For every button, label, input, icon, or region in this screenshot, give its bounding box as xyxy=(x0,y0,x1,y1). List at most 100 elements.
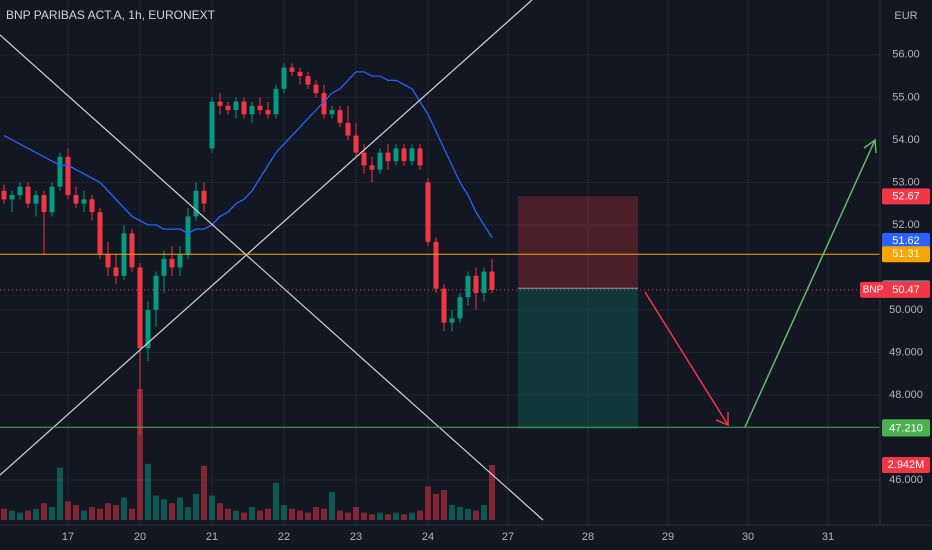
candle-body xyxy=(185,216,191,255)
zones xyxy=(518,196,638,429)
candle-body xyxy=(225,105,231,111)
candle-body xyxy=(217,101,223,106)
candle-body xyxy=(377,152,383,170)
volume-bar xyxy=(473,510,479,520)
candle-body xyxy=(417,148,423,166)
x-tick-label: 30 xyxy=(742,531,754,543)
candle-body xyxy=(265,110,271,115)
price-label: 52.67 xyxy=(892,190,920,202)
candle-body xyxy=(273,88,279,115)
price-label: 51.62 xyxy=(892,235,920,247)
volume-bar xyxy=(337,510,343,520)
candle-body xyxy=(9,195,15,200)
volume-bar xyxy=(401,514,407,520)
candle-body xyxy=(281,67,287,89)
drawings xyxy=(0,0,877,521)
candle-body xyxy=(337,110,343,123)
candle-body xyxy=(25,186,31,204)
candle-body xyxy=(353,135,359,153)
y-tick-label: 55.00 xyxy=(892,91,920,103)
x-tick-label: 24 xyxy=(422,531,434,543)
volume-bar xyxy=(265,508,271,520)
x-tick-label: 17 xyxy=(62,531,74,543)
volume-bar xyxy=(225,508,231,520)
volume-bar xyxy=(105,503,111,520)
candle-body xyxy=(297,71,303,77)
volume-bar xyxy=(481,505,487,520)
volume-bar xyxy=(73,505,79,520)
volume-bar xyxy=(321,508,327,520)
candle-body xyxy=(89,199,95,213)
x-tick-label: 23 xyxy=(350,531,362,543)
volume-bar xyxy=(313,506,319,520)
target-zone xyxy=(518,288,638,429)
volume-bar xyxy=(377,512,383,520)
price-label-box xyxy=(882,188,930,205)
candle-body xyxy=(145,309,151,349)
y-tick-label: 52.00 xyxy=(892,219,920,231)
candle-body xyxy=(17,186,23,196)
candle-body xyxy=(65,156,71,196)
volume-bar xyxy=(361,512,367,520)
candle-body xyxy=(73,195,79,204)
arrow-head xyxy=(863,138,877,154)
volume-bar xyxy=(409,512,415,520)
volume-bar xyxy=(257,510,263,520)
volume-bar xyxy=(153,495,159,520)
trend-line xyxy=(0,34,544,521)
candle-body xyxy=(1,190,7,200)
volume-bar xyxy=(241,512,247,520)
candle-body xyxy=(169,258,175,268)
volume-bar xyxy=(145,463,151,520)
y-tick-label: 56.00 xyxy=(892,49,920,61)
candle-body xyxy=(193,190,199,217)
levels xyxy=(0,253,880,428)
price-label-box xyxy=(882,281,930,298)
currency: EUR xyxy=(894,10,917,22)
candle-body xyxy=(401,148,407,162)
volume-bar xyxy=(193,493,199,520)
candle-body xyxy=(321,93,327,115)
arrow-head xyxy=(715,412,729,427)
volume-bar xyxy=(9,510,15,520)
arrow-up xyxy=(744,139,876,428)
price-label: 50.47 xyxy=(892,284,920,296)
volume-bar xyxy=(289,508,295,520)
y-tick-label: 48.000 xyxy=(889,389,923,401)
x-tick-label: 31 xyxy=(822,531,834,543)
volume-bar xyxy=(329,491,335,520)
candle-body xyxy=(481,271,487,293)
volume-bar xyxy=(81,510,87,520)
price-label-box xyxy=(882,233,930,250)
candle-body xyxy=(441,288,447,323)
candle-body xyxy=(473,275,479,293)
x-tick-label: 29 xyxy=(662,531,674,543)
x-tick-label: 20 xyxy=(134,531,146,543)
x-tick-label: 22 xyxy=(278,531,290,543)
volume-bar xyxy=(281,505,287,520)
volume-bar xyxy=(57,467,63,520)
candle-body xyxy=(49,186,55,213)
candle-body xyxy=(177,254,183,268)
candle-body xyxy=(97,212,103,255)
volume-bar xyxy=(209,495,215,520)
y-tick-label: 49.000 xyxy=(889,346,923,358)
volume-bar xyxy=(161,499,167,520)
candle-body xyxy=(249,105,255,115)
volume-bar xyxy=(41,503,47,520)
volume-bar xyxy=(393,512,399,520)
candle-body xyxy=(425,182,431,242)
volume-bar xyxy=(465,508,471,520)
candle-body xyxy=(489,271,495,290)
x-tick-label: 28 xyxy=(582,531,594,543)
trend-line xyxy=(0,0,533,476)
volume-bar xyxy=(121,497,127,520)
volume-bar xyxy=(1,508,7,520)
volume-bar xyxy=(425,486,431,520)
candle-body xyxy=(465,275,471,298)
candle-body xyxy=(57,156,63,187)
volume-bar xyxy=(297,510,303,520)
volume-bar xyxy=(97,508,103,520)
candle-body xyxy=(161,258,167,276)
volume-bar xyxy=(65,501,71,520)
